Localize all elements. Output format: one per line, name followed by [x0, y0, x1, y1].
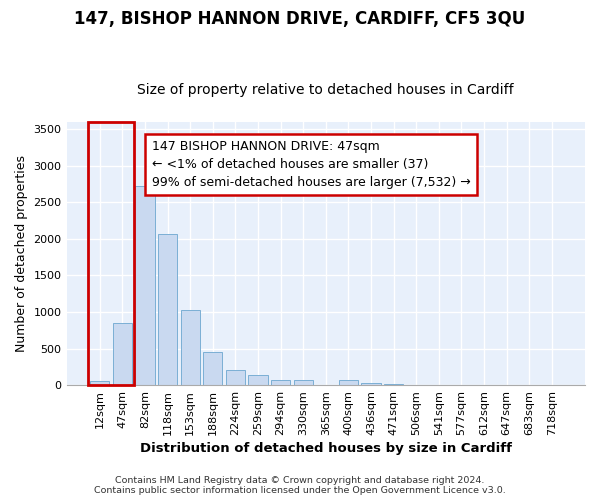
Text: 147, BISHOP HANNON DRIVE, CARDIFF, CF5 3QU: 147, BISHOP HANNON DRIVE, CARDIFF, CF5 3… — [74, 10, 526, 28]
Bar — [248, 375, 268, 385]
Text: 147 BISHOP HANNON DRIVE: 47sqm
← <1% of detached houses are smaller (37)
99% of : 147 BISHOP HANNON DRIVE: 47sqm ← <1% of … — [152, 140, 470, 189]
Bar — [361, 383, 380, 385]
Bar — [271, 380, 290, 385]
Bar — [158, 234, 177, 385]
Bar — [136, 186, 155, 385]
Bar — [90, 380, 109, 385]
Bar — [293, 380, 313, 385]
Bar — [113, 323, 132, 385]
X-axis label: Distribution of detached houses by size in Cardiff: Distribution of detached houses by size … — [140, 442, 512, 455]
Bar — [339, 380, 358, 385]
Bar — [203, 352, 223, 385]
Text: Contains HM Land Registry data © Crown copyright and database right 2024.
Contai: Contains HM Land Registry data © Crown c… — [94, 476, 506, 495]
Title: Size of property relative to detached houses in Cardiff: Size of property relative to detached ho… — [137, 83, 514, 97]
Bar — [384, 384, 403, 385]
Y-axis label: Number of detached properties: Number of detached properties — [15, 155, 28, 352]
Bar — [181, 310, 200, 385]
Bar — [226, 370, 245, 385]
